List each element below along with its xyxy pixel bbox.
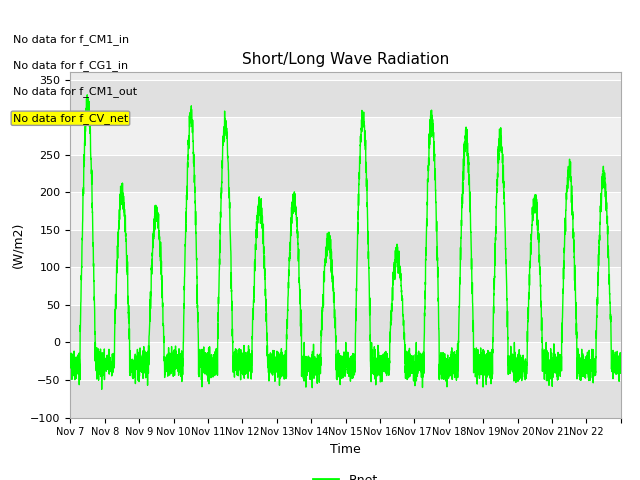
Text: No data for f_CM1_in: No data for f_CM1_in: [13, 34, 129, 45]
Bar: [70, 380, 621, 418]
Bar: [70, 80, 621, 117]
Bar: [70, 155, 621, 192]
Bar: [70, 305, 621, 342]
Bar: [70, 267, 621, 305]
Title: Short/Long Wave Radiation: Short/Long Wave Radiation: [242, 52, 449, 67]
Bar: [70, 117, 621, 155]
Text: No data for f_CM1_out: No data for f_CM1_out: [13, 86, 137, 97]
Text: No data for f_CG1_in: No data for f_CG1_in: [13, 60, 128, 71]
Legend: Rnet: Rnet: [308, 469, 383, 480]
Bar: [70, 230, 621, 267]
Y-axis label: (W/m2): (W/m2): [12, 222, 25, 268]
X-axis label: Time: Time: [330, 443, 361, 456]
Bar: [70, 342, 621, 380]
Text: No data for f_CV_net: No data for f_CV_net: [13, 113, 128, 124]
Bar: [70, 192, 621, 230]
